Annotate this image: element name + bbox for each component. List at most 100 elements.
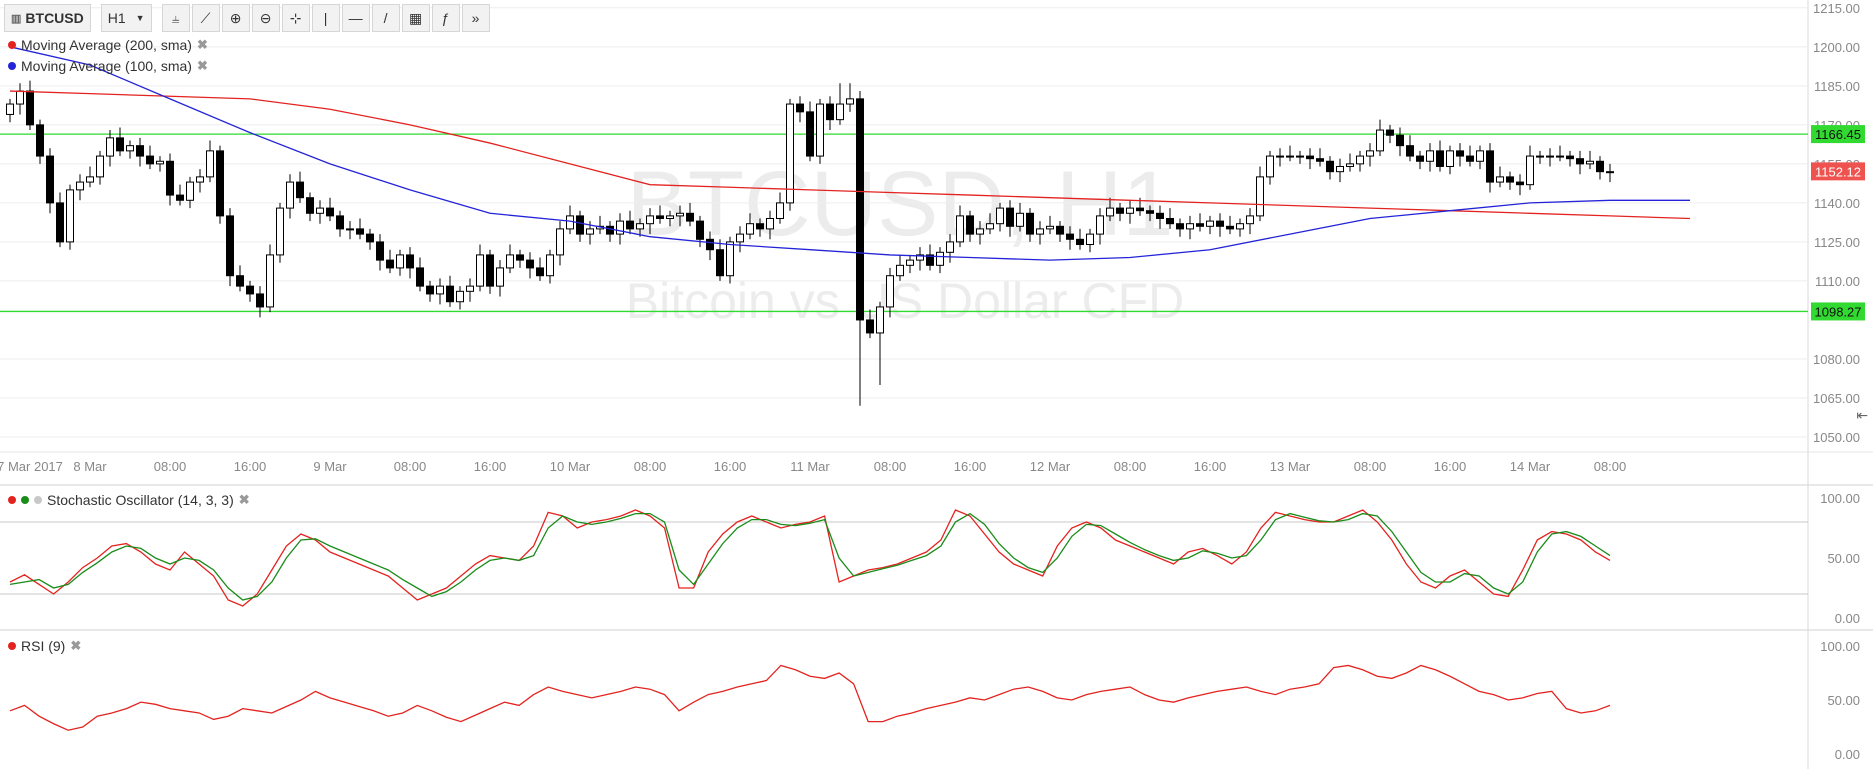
zoom-in-icon: ⊕ [229,9,242,26]
candle-body [1286,155,1294,158]
candle-body [1316,158,1324,162]
candle-body [1346,163,1354,167]
close-icon[interactable]: ✖ [196,58,208,73]
tool-button-trend-line[interactable]: / [371,4,400,32]
candle-body [606,225,614,235]
candle-body [1266,155,1274,178]
stoch-axis-tick: 0.00 [1835,611,1860,626]
time-axis-tick: 08:00 [1354,459,1387,474]
rsi-line [9,664,1611,731]
candle-body [846,98,854,105]
candle-body [1176,223,1184,230]
candle-body [466,285,474,292]
tool-button-fib[interactable]: ▦ [401,4,430,32]
candle-body [226,215,234,277]
close-icon[interactable]: ✖ [196,37,208,52]
candle-body [1236,223,1244,230]
candle-body [26,90,34,126]
candle-body [1566,155,1574,160]
legend-ma100: Moving Average (100, sma) ✖ [8,58,208,74]
price-tag-box [1811,302,1865,321]
trend-line-icon: / [383,10,388,26]
candle-body [396,254,404,269]
candle-body [386,259,394,269]
candle-body [1446,150,1454,167]
ma100-legend-label: Moving Average (100, sma) [21,58,192,74]
tool-button-compare[interactable]: ⟋ [191,4,220,32]
candle-body [1306,155,1314,160]
candle-body [1406,145,1414,157]
close-icon[interactable]: ✖ [70,638,82,653]
candle-body [656,215,664,219]
candle-body [906,259,914,266]
time-axis-tick: 10 Mar [550,459,591,474]
candle-body [1036,228,1044,235]
time-axis-tick: 08:00 [874,459,907,474]
candle-body [1386,129,1394,136]
time-axis-tick: 16:00 [234,459,267,474]
rsi-axis-tick: 0.00 [1835,747,1860,762]
candle-body [566,215,574,230]
candle-body [556,228,564,256]
candle-body [726,241,734,277]
tool-button-zoom-in[interactable]: ⊕ [221,4,250,32]
candle-body [1196,223,1204,227]
rsi-axis-tick: 50.00 [1827,693,1860,708]
candle-body [1246,215,1254,225]
candle-body [956,215,964,243]
vertical-line-icon: | [323,10,328,26]
candle-body [116,137,124,152]
candle-body [886,275,894,308]
candle-body [1546,155,1554,158]
scroll-to-end-icon[interactable]: ⇤ [1856,408,1868,424]
tool-button-crosshair[interactable]: ⊹ [281,4,310,32]
candle-body [206,150,214,178]
candle-body [586,228,594,235]
candle-body [1216,220,1224,227]
symbol-button[interactable]: ▥ BTCUSD [4,4,91,32]
candle-body [1296,155,1304,158]
price-axis-tick: 1215.00 [1813,1,1860,16]
horizontal-line-icon: — [348,10,363,26]
candle-body [546,254,554,277]
candle-body [1166,217,1174,225]
candle-body [1056,225,1064,235]
chevron-down-icon: ▼ [135,13,145,23]
interval-dropdown[interactable]: H1 ▼ [100,4,152,32]
candle-body [1256,176,1264,217]
rsi-axis-tick: 100.00 [1820,639,1860,654]
tool-button-indicators[interactable]: ⫨ [161,4,190,32]
tool-button-zoom-out[interactable]: ⊖ [251,4,280,32]
candle-body [946,241,954,253]
stoch-level-dot [34,496,42,504]
last-price-label: 1152.12 [1815,164,1861,179]
candle-body [746,223,754,235]
candle-body [1576,158,1584,165]
price-axis-tick: 1050.00 [1813,430,1860,445]
interval-label: H1 [107,10,126,26]
close-icon[interactable]: ✖ [238,492,250,507]
tool-button-forward[interactable]: » [461,4,490,32]
price-axis-tick: 1065.00 [1813,391,1860,406]
time-axis-tick: 14 Mar [1510,459,1551,474]
time-axis-tick: 08:00 [634,459,667,474]
chart-toolbar: ▥ BTCUSD H1 ▼ ⫨ ⟋ ⊕ ⊖ ⊹ | — / ▦ ƒ » [4,3,490,33]
tool-button-horizontal-line[interactable]: — [341,4,370,32]
function-icon: ƒ [441,10,450,26]
ma100-dot [8,62,16,70]
price-tag-box [1811,125,1865,144]
tool-button-vertical-line[interactable]: | [311,4,340,32]
time-axis-tick: 08:00 [394,459,427,474]
candle-body [1136,207,1144,212]
price-axis-tick: 1140.00 [1814,196,1860,211]
candle-body [616,220,624,235]
candle-body [1486,150,1494,183]
tool-button-function[interactable]: ƒ [431,4,460,32]
candle-body [756,223,764,230]
symbol-icon: ▥ [11,12,22,25]
candle-body [536,267,544,277]
candle-body [1606,171,1614,174]
candle-body [1506,176,1514,183]
candle-body [136,145,144,157]
